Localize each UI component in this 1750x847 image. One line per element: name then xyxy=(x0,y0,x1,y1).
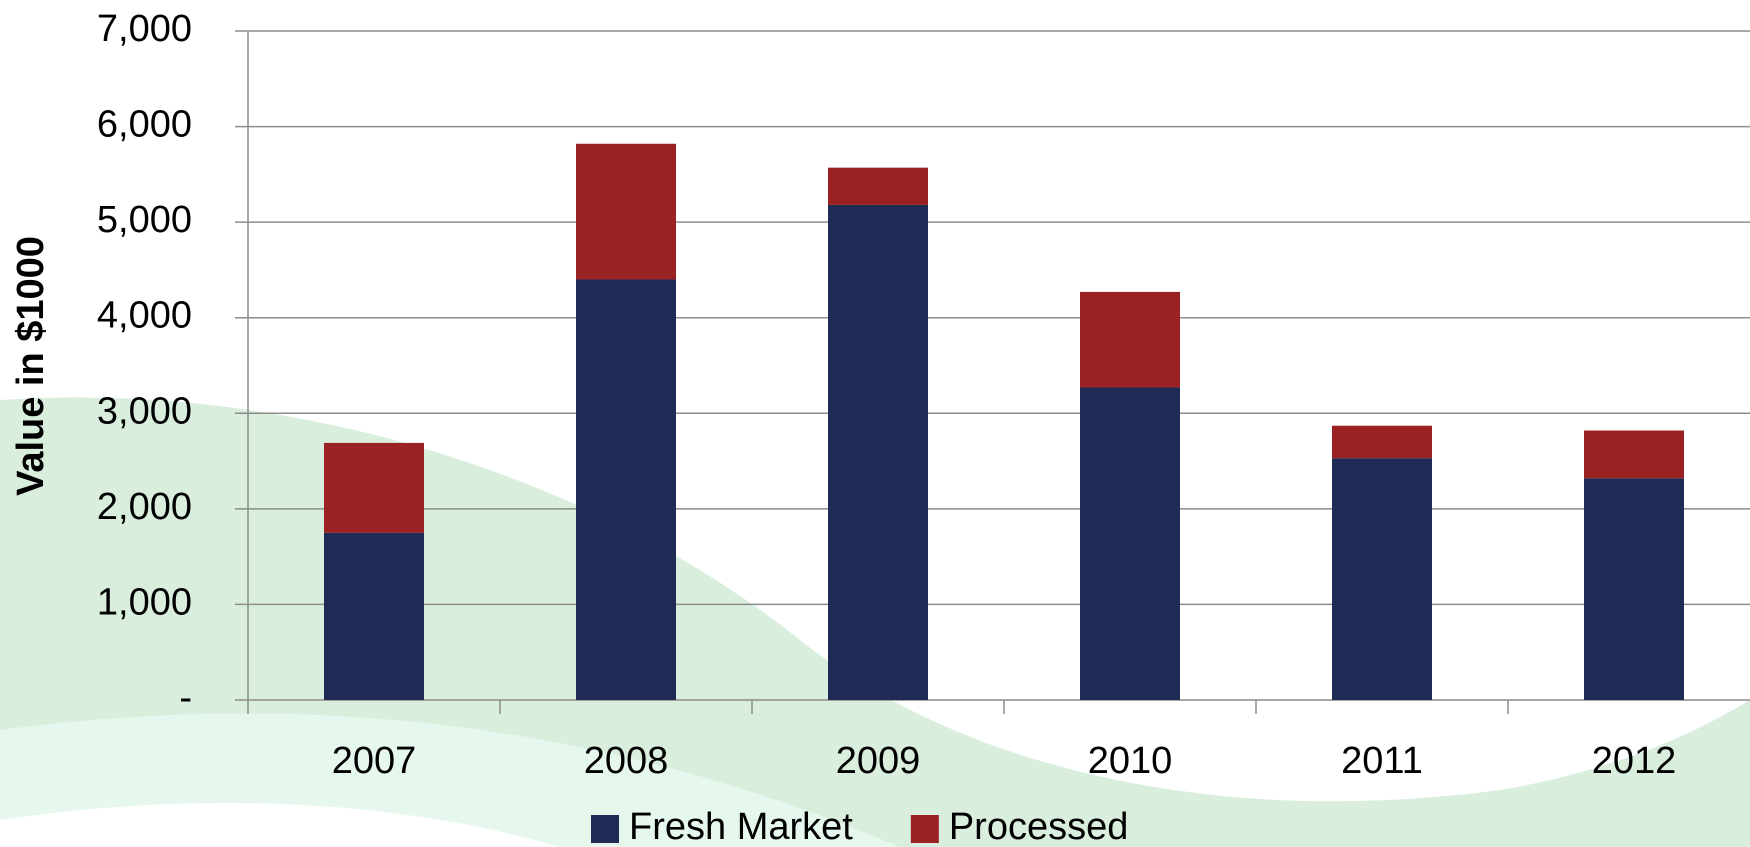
bar-segment xyxy=(1584,478,1684,700)
y-axis-title: Value in $1000 xyxy=(10,236,52,496)
y-tick-label: 2,000 xyxy=(97,486,192,528)
bar-segment xyxy=(1080,387,1180,700)
y-tick-label: 6,000 xyxy=(97,104,192,146)
chart: Value in $1000 - 1,000 2,000 3,000 4,000 5,00… xyxy=(0,0,1750,847)
y-tick-label: 3,000 xyxy=(97,390,192,432)
legend-swatch xyxy=(591,815,619,843)
legend-label: Processed xyxy=(949,806,1129,847)
x-tick-label: 2011 xyxy=(1341,740,1423,782)
x-tick-label: 2007 xyxy=(332,740,417,782)
x-tick-label: 2010 xyxy=(1088,740,1173,782)
y-tick-label: - xyxy=(179,677,192,719)
x-tick-label: 2009 xyxy=(836,740,921,782)
bar-segment xyxy=(576,144,676,280)
x-tick-label: 2012 xyxy=(1592,740,1677,782)
legend-swatch xyxy=(911,815,939,843)
bar-segment xyxy=(324,443,424,533)
legend-label: Fresh Market xyxy=(629,806,853,847)
y-tick-label: 1,000 xyxy=(97,581,192,623)
y-tick-label: 7,000 xyxy=(97,8,192,50)
bar-segment xyxy=(1584,430,1684,478)
bar-segment xyxy=(324,533,424,700)
x-tick-label: 2008 xyxy=(584,740,669,782)
bar-segment xyxy=(1332,458,1432,700)
bar-segment xyxy=(576,279,676,700)
y-tick-label: 5,000 xyxy=(97,199,192,241)
bar-segment xyxy=(828,168,928,205)
y-tick-label: 4,000 xyxy=(97,295,192,337)
bar-segment xyxy=(828,205,928,700)
bar-segment xyxy=(1080,292,1180,388)
bar-segment xyxy=(1332,426,1432,458)
